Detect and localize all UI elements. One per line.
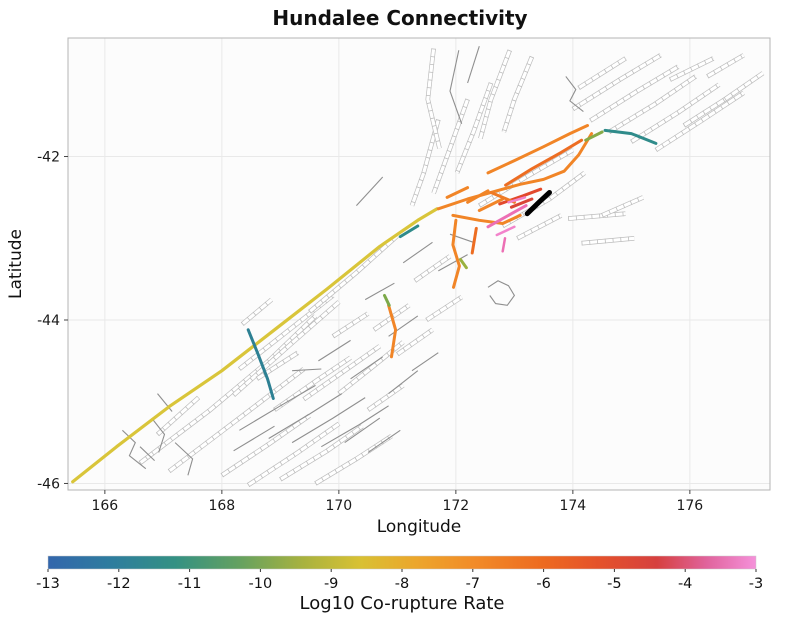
- rupture-trace-south-branch: [451, 218, 461, 289]
- svg-text:-46: -46: [37, 476, 60, 492]
- rupture-trace-awatere-strand: [504, 138, 584, 187]
- rupture-trace-isolated-south: [387, 303, 398, 359]
- svg-text:-4: -4: [678, 576, 692, 592]
- svg-text:176: 176: [676, 498, 703, 514]
- rupture-trace-tangle-c: [466, 189, 490, 204]
- rupture-trace-teal-southwest: [246, 328, 275, 400]
- svg-text:174: 174: [559, 498, 586, 514]
- rupture-trace-green-mid: [459, 258, 468, 270]
- rupture-trace-tangle-a: [477, 197, 505, 212]
- rupture-trace-red-orange-strand: [498, 187, 543, 206]
- svg-text:-12: -12: [107, 576, 131, 592]
- svg-text:-3: -3: [749, 576, 763, 592]
- rupture-trace-pink-strand-4: [501, 237, 507, 253]
- svg-text:-10: -10: [249, 576, 273, 592]
- rupture-trace-green-south: [383, 294, 391, 307]
- svg-text:-7: -7: [466, 576, 480, 592]
- source-fault-hundalee: [524, 190, 552, 217]
- gridlines: [68, 38, 770, 490]
- svg-text:166: 166: [91, 498, 118, 514]
- rupture-trace-teal-junction: [398, 224, 420, 239]
- chart-title: Hundalee Connectivity: [272, 6, 528, 30]
- rupture-trace-teal-northeast: [603, 128, 658, 145]
- svg-text:-42: -42: [37, 150, 60, 166]
- rupture-trace-tangle-d: [445, 186, 470, 199]
- rupture-trace-alpine-fault: [71, 207, 439, 484]
- svg-text:-44: -44: [37, 313, 60, 329]
- axis-ticks: 166 168 170 172 174 176 -42 -44 -46: [37, 150, 703, 514]
- colorbar: -13 -12 -11 -10 -9 -8 -7 -6 -5 -4 -3: [36, 555, 763, 592]
- rupture-trace-pink-strand-2: [495, 225, 516, 237]
- svg-text:170: 170: [325, 498, 352, 514]
- rupture-trace-south-branch-2: [470, 226, 478, 255]
- svg-text:168: 168: [208, 498, 235, 514]
- rupture-trace-hope-strand: [436, 132, 594, 211]
- svg-text:-8: -8: [395, 576, 409, 592]
- rupture-trace-clarence-strand: [486, 124, 589, 175]
- rupture-trace-green-northeast: [584, 130, 604, 142]
- rupture-trace-lower-strand: [451, 213, 522, 225]
- y-axis-label: Latitude: [6, 229, 26, 299]
- svg-text:172: 172: [442, 498, 469, 514]
- svg-text:-6: -6: [536, 576, 550, 592]
- svg-text:-5: -5: [607, 576, 621, 592]
- svg-text:-9: -9: [324, 576, 338, 592]
- fault-map-canvas: [71, 46, 765, 488]
- x-axis-label: Longitude: [376, 517, 462, 537]
- svg-text:-11: -11: [178, 576, 202, 592]
- rupture-trace-pink-strand-1: [486, 204, 528, 229]
- svg-text:-13: -13: [36, 576, 60, 592]
- rupture-trace-red-strand: [509, 197, 534, 209]
- rupture-trace-pink-strand-3: [507, 196, 527, 204]
- colorbar-label: Log10 Co-rupture Rate: [299, 593, 505, 614]
